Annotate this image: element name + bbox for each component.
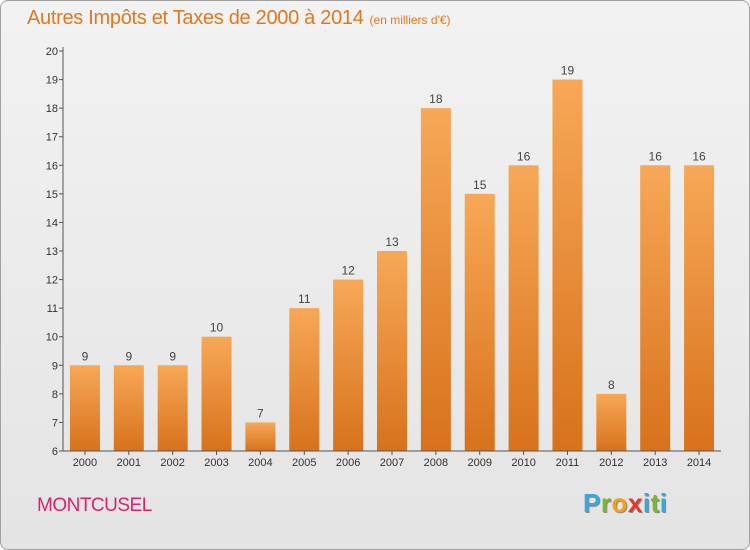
bar-value-label: 16 <box>649 149 663 163</box>
y-tick-label: 19 <box>46 75 58 87</box>
bar-2000 <box>69 365 100 451</box>
axes-layer: 2000 2001 2002 2003 2004 2005 2006 2007 2008 2009… <box>46 46 721 469</box>
logo-letter: r <box>600 488 612 518</box>
bar-2001 <box>113 365 144 451</box>
y-tick-label: 10 <box>46 332 58 344</box>
x-tick-label: 2006 <box>336 457 360 469</box>
bars-layer: 9 9 9 10 7 11 12 13 18 15 16 19 8 16 16 <box>69 64 715 452</box>
x-tick-label: 2010 <box>511 457 535 469</box>
bar-value-label: 7 <box>257 406 264 420</box>
x-tick-label: 2011 <box>556 457 580 469</box>
y-tick-label: 14 <box>46 217 58 229</box>
x-tick-label: 2013 <box>643 457 667 469</box>
logo-letter: i <box>659 488 668 518</box>
bar-2003 <box>201 336 232 451</box>
y-tick-label: 11 <box>47 303 58 315</box>
logo-letter: P <box>583 488 601 518</box>
y-tick-label: 6 <box>52 446 58 458</box>
bar-2005 <box>289 308 320 451</box>
bar-value-label: 16 <box>692 149 706 163</box>
bar-value-label: 10 <box>210 321 224 335</box>
bar-2010 <box>508 165 539 452</box>
bar-2013 <box>640 165 671 452</box>
chart-title-text: Autres Impôts et Taxes de 2000 à 2014 <box>27 7 364 29</box>
x-tick-label: 2012 <box>599 457 623 469</box>
bar-value-label: 11 <box>298 292 311 306</box>
proxiti-logo: Proxiti <box>583 488 667 519</box>
bar-2009 <box>464 193 495 451</box>
y-tick-label: 9 <box>52 360 58 372</box>
y-tick-label: 8 <box>52 389 58 401</box>
chart-title: Autres Impôts et Taxes de 2000 à 2014 (en… <box>27 7 451 30</box>
y-tick-label: 13 <box>46 246 58 258</box>
bar-value-label: 16 <box>517 149 531 163</box>
bar-value-label: 9 <box>82 349 89 363</box>
bar-2007 <box>377 251 407 451</box>
commune-name: MONTCUSEL <box>37 495 152 516</box>
bar-2004 <box>245 422 276 451</box>
x-tick-label: 2014 <box>687 457 711 469</box>
y-tick-label: 16 <box>46 160 58 172</box>
logo-letter: t <box>650 488 660 518</box>
bar-2006 <box>333 279 364 451</box>
logo-letter: i <box>642 488 651 518</box>
bar-value-label: 9 <box>125 349 132 363</box>
bar-2014 <box>684 165 715 452</box>
y-tick-label: 18 <box>46 103 58 115</box>
bar-2011 <box>552 79 583 452</box>
y-tick-label: 20 <box>46 46 58 58</box>
y-tick-label: 17 <box>46 132 58 144</box>
x-tick-label: 2005 <box>292 457 316 469</box>
bar-2012 <box>596 393 627 451</box>
bar-value-label: 12 <box>341 264 355 278</box>
bar-value-label: 13 <box>385 235 399 249</box>
x-tick-label: 2009 <box>467 457 491 469</box>
x-tick-label: 2003 <box>204 457 228 469</box>
chart-subtitle: (en milliers d'€) <box>369 13 451 27</box>
x-tick-label: 2004 <box>248 457 272 469</box>
bar-value-label: 19 <box>561 64 575 78</box>
x-tick-label: 2008 <box>424 457 448 469</box>
bar-value-label: 9 <box>169 349 176 363</box>
logo-letter: x <box>627 488 643 518</box>
y-tick-label: 7 <box>52 417 58 429</box>
bar-2002 <box>157 365 188 451</box>
y-tick-label: 15 <box>46 189 58 201</box>
x-tick-label: 2002 <box>160 457 184 469</box>
x-tick-label: 2001 <box>117 457 141 469</box>
bar-value-label: 15 <box>473 178 487 192</box>
x-tick-label: 2000 <box>73 457 97 469</box>
y-tick-label: 12 <box>46 275 58 287</box>
logo-letter: o <box>611 488 628 518</box>
bar-2008 <box>420 108 451 452</box>
bar-value-label: 8 <box>608 378 615 392</box>
bar-value-label: 18 <box>429 92 443 106</box>
x-tick-label: 2007 <box>380 457 404 469</box>
